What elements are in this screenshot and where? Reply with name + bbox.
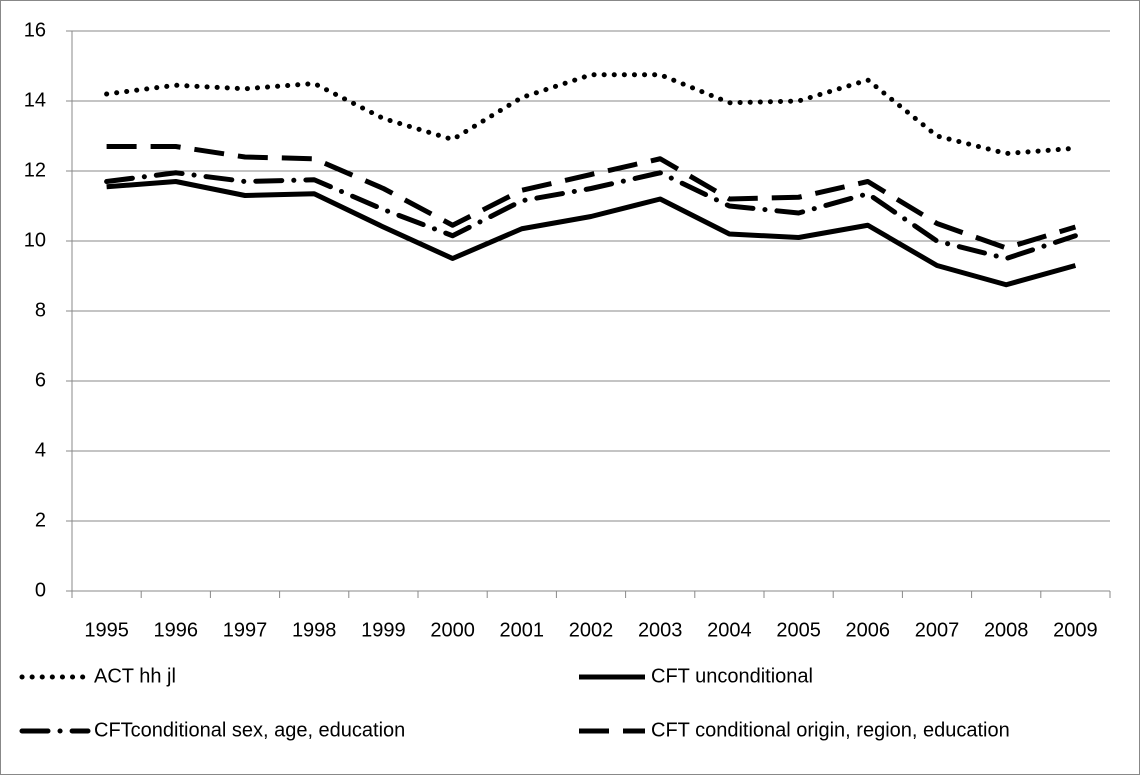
- line-series: [104, 170, 1078, 261]
- line-series: [106, 179, 1077, 288]
- y-tick-label: 6: [35, 369, 46, 391]
- x-tick-label: 2002: [569, 619, 614, 641]
- legend-label: CFTconditional sex, age, education: [94, 719, 405, 741]
- y-tick-label: 10: [24, 229, 46, 251]
- line-series: [106, 144, 1077, 251]
- y-tick-label: 12: [24, 159, 46, 181]
- line-series: [104, 72, 1078, 156]
- y-tick-label: 2: [35, 509, 46, 531]
- x-tick-label: 1995: [84, 619, 129, 641]
- x-tick-label: 1997: [223, 619, 268, 641]
- y-tick-label: 0: [35, 579, 46, 601]
- x-tick-label: 2007: [915, 619, 960, 641]
- y-tick-label: 16: [24, 19, 46, 41]
- y-tick-label: 8: [35, 299, 46, 321]
- x-tick-label: 2006: [846, 619, 891, 641]
- x-tick-label: 2001: [500, 619, 545, 641]
- x-tick-label: 1999: [361, 619, 406, 641]
- x-tick-label: 1996: [154, 619, 199, 641]
- x-tick-label: 2009: [1053, 619, 1098, 641]
- x-tick-label: 2003: [638, 619, 683, 641]
- x-tick-label: 2005: [776, 619, 821, 641]
- x-tick-label: 2004: [707, 619, 752, 641]
- legend-label: CFT unconditional: [651, 665, 813, 687]
- x-tick-label: 2000: [430, 619, 475, 641]
- x-tick-label: 1998: [292, 619, 337, 641]
- y-tick-label: 4: [35, 439, 46, 461]
- legend-label: CFT conditional origin, region, educatio…: [651, 719, 1010, 741]
- y-tick-label: 14: [24, 89, 46, 111]
- x-tick-label: 2008: [984, 619, 1029, 641]
- legend-label: ACT hh jl: [94, 665, 176, 687]
